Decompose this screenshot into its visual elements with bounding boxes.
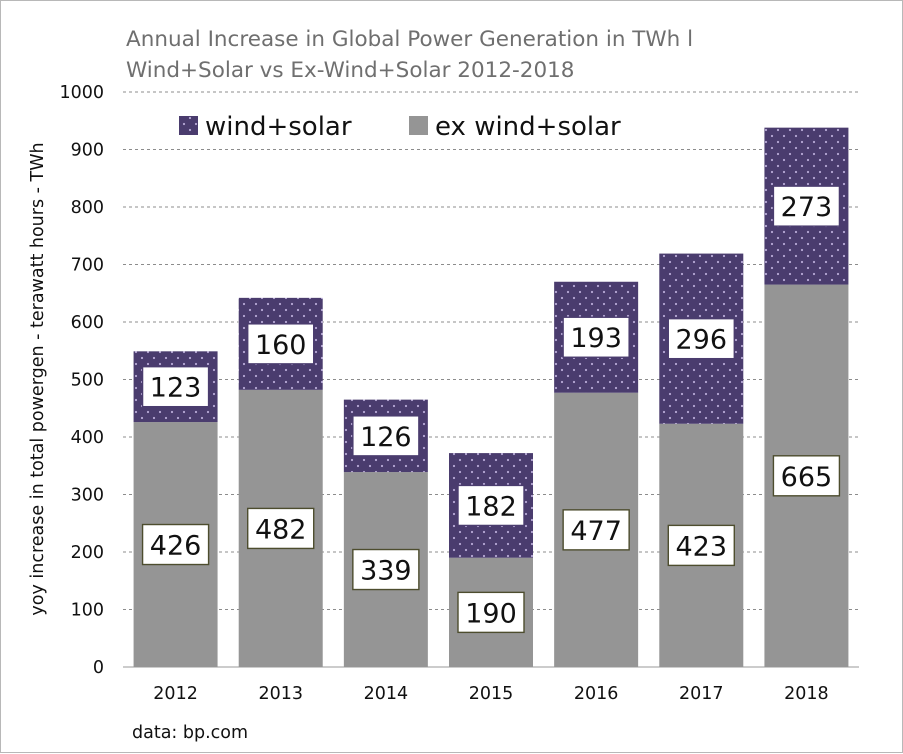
y-tick-label: 600 xyxy=(71,313,104,333)
y-axis-label: yoy increase in total powergen - terawat… xyxy=(28,142,48,615)
data-label-box xyxy=(457,591,525,634)
data-labels: 426 123 482 160 339 126 190 182 477 193 423 296 665 2… xyxy=(141,185,841,634)
data-label-box xyxy=(772,455,841,497)
x-tick-label: 2013 xyxy=(258,684,303,704)
y-tick-label: 700 xyxy=(71,256,104,276)
data-label-wind-solar: 273 xyxy=(772,185,841,227)
x-tick-label: 2017 xyxy=(679,684,724,704)
data-label-value: 339 xyxy=(360,556,412,587)
chart-title-line-1: Annual Increase in Global Power Generati… xyxy=(126,27,693,52)
data-label-wind-solar: 126 xyxy=(352,415,420,457)
legend-swatch-wind-solar xyxy=(179,116,198,135)
y-tick-label: 400 xyxy=(71,428,104,448)
data-label-value: 273 xyxy=(781,192,833,223)
data-label-box xyxy=(141,365,210,408)
data-label-value: 665 xyxy=(781,462,833,493)
data-label-box xyxy=(667,524,735,567)
data-label-ex-wind-solar: 339 xyxy=(352,548,420,591)
data-label-box xyxy=(457,484,525,527)
y-tick-label: 1000 xyxy=(59,83,104,103)
data-label-wind-solar: 193 xyxy=(562,316,630,358)
y-tick-label: 900 xyxy=(71,141,104,161)
data-label-wind-solar: 182 xyxy=(457,484,525,527)
data-label-ex-wind-solar: 477 xyxy=(562,509,630,551)
data-label-ex-wind-solar: 482 xyxy=(247,507,315,550)
legend-swatch-ex-wind-solar xyxy=(409,116,428,135)
data-label-value: 160 xyxy=(255,330,307,361)
data-label-value: 426 xyxy=(150,531,202,562)
data-label-ex-wind-solar: 665 xyxy=(772,455,841,497)
y-tick-label: 100 xyxy=(71,601,104,621)
y-tick-label: 0 xyxy=(93,658,104,678)
data-label-box xyxy=(772,185,841,227)
data-label-box xyxy=(247,507,315,550)
data-label-value: 482 xyxy=(255,514,307,545)
data-label-box xyxy=(352,548,420,591)
y-tick-labels: 0 100 200 300 400 500 600 700 800 900 1000 xyxy=(59,83,104,678)
data-label-wind-solar: 160 xyxy=(247,323,315,365)
y-tick-label: 300 xyxy=(71,486,104,506)
bars xyxy=(133,127,849,667)
source-note: data: bp.com xyxy=(132,723,248,743)
x-tick-labels: 2012 2013 2014 2015 2016 2017 2018 xyxy=(153,684,828,704)
data-label-box xyxy=(562,509,630,551)
data-label-box xyxy=(247,323,315,365)
data-label-value: 296 xyxy=(676,325,728,356)
data-label-value: 126 xyxy=(360,422,412,453)
x-tick-label: 2018 xyxy=(784,684,829,704)
data-label-value: 423 xyxy=(676,531,728,562)
data-label-box xyxy=(667,317,735,360)
legend-label-ex-wind-solar: ex wind+solar xyxy=(435,112,621,142)
data-label-value: 182 xyxy=(465,491,517,522)
x-tick-label: 2012 xyxy=(153,684,198,704)
data-label-box xyxy=(352,415,420,457)
data-label-ex-wind-solar: 190 xyxy=(457,591,525,634)
data-label-value: 123 xyxy=(150,373,202,404)
legend: wind+solar ex wind+solar xyxy=(179,112,621,142)
y-tick-label: 800 xyxy=(71,198,104,218)
data-label-ex-wind-solar: 423 xyxy=(667,524,735,567)
data-label-box xyxy=(562,316,630,358)
data-label-wind-solar: 123 xyxy=(141,365,210,408)
x-tick-label: 2015 xyxy=(469,684,514,704)
data-label-wind-solar: 296 xyxy=(667,317,735,360)
data-label-value: 477 xyxy=(570,516,622,547)
chart-title-line-2: Wind+Solar vs Ex-Wind+Solar 2012-2018 xyxy=(126,58,575,83)
data-label-ex-wind-solar: 426 xyxy=(141,523,210,566)
x-tick-label: 2016 xyxy=(574,684,619,704)
x-tick-label: 2014 xyxy=(364,684,409,704)
data-label-value: 193 xyxy=(570,323,622,354)
data-label-box xyxy=(141,523,210,566)
legend-label-wind-solar: wind+solar xyxy=(205,112,352,142)
data-label-value: 190 xyxy=(465,598,517,629)
y-tick-label: 200 xyxy=(71,543,104,563)
y-tick-label: 500 xyxy=(71,371,104,391)
